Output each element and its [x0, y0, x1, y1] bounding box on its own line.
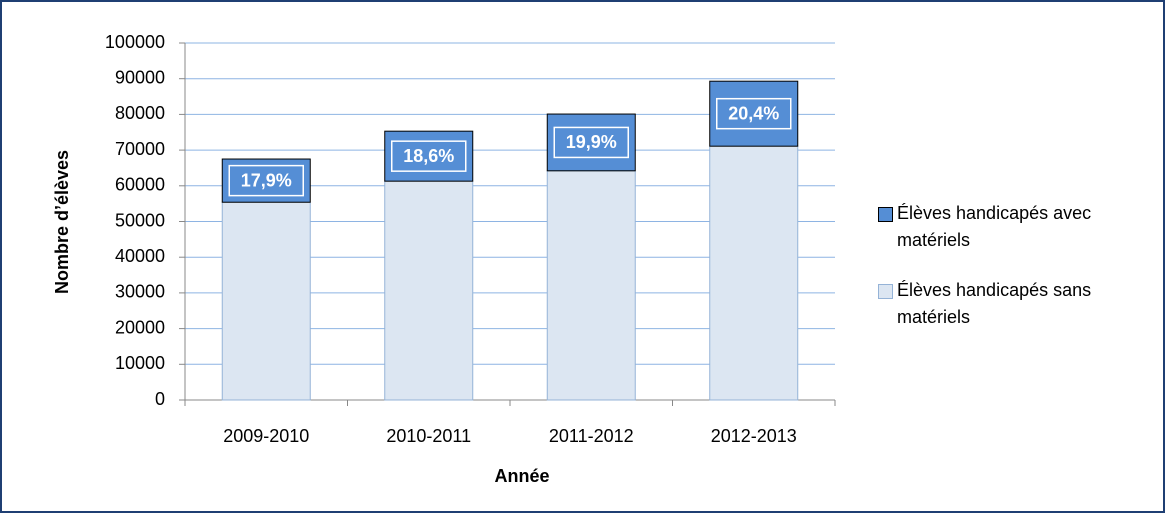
y-tick-label: 100000 — [105, 32, 165, 52]
x-tick-label: 2011-2012 — [549, 426, 634, 446]
data-label-box — [228, 164, 304, 197]
y-tick-label: 10000 — [115, 353, 165, 373]
data-label: 20,4% — [728, 103, 779, 123]
y-tick-label: 20000 — [115, 317, 165, 337]
data-label: 18,6% — [403, 146, 454, 166]
y-tick-label: 40000 — [115, 246, 165, 266]
legend-item: Élèves handicapés avec matériels — [878, 200, 1163, 254]
y-tick-label: 70000 — [115, 139, 165, 159]
x-axis-title: Année — [494, 466, 549, 486]
x-tick-label: 2009-2010 — [223, 426, 309, 446]
data-label-box — [716, 97, 792, 130]
data-label: 17,9% — [241, 170, 292, 190]
legend-swatch — [878, 207, 893, 222]
y-tick-label: 60000 — [115, 175, 165, 195]
y-tick-label: 50000 — [115, 210, 165, 230]
x-tick-label: 2010-2011 — [386, 426, 471, 446]
data-label: 19,9% — [566, 132, 617, 152]
legend-label: Élèves handicapés sans matériels — [897, 280, 1092, 327]
y-tick-label: 30000 — [115, 282, 165, 302]
y-axis-title: Nombre d’élèves — [52, 150, 72, 294]
bar — [709, 145, 799, 401]
legend-label: Élèves handicapés avec matériels — [897, 203, 1092, 250]
y-tick-label: 0 — [155, 389, 165, 409]
bar — [384, 180, 474, 401]
data-label-box — [553, 126, 629, 159]
bar — [546, 170, 636, 401]
legend-item: Élèves handicapés sans matériels — [878, 277, 1163, 331]
data-label-box — [391, 140, 467, 172]
y-tick-label: 80000 — [115, 103, 165, 123]
legend-swatch — [878, 284, 893, 299]
x-tick-label: 2012-2013 — [711, 426, 797, 446]
y-tick-label: 90000 — [115, 67, 165, 87]
bar — [221, 201, 311, 401]
